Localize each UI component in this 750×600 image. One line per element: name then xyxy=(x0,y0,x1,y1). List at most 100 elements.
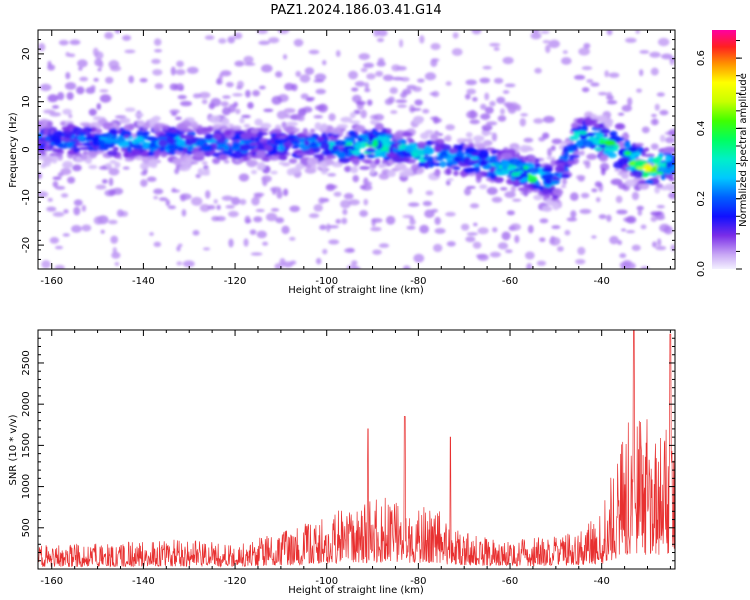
snr-x-tick-label: -100 xyxy=(315,576,338,587)
spectrogram-cell xyxy=(595,115,608,121)
spectrogram-cell xyxy=(348,199,360,206)
spectrogram-cell xyxy=(478,160,488,167)
spectrogram-cell xyxy=(623,141,631,149)
spectrogram-cell xyxy=(482,65,492,70)
spectrogram-cell xyxy=(88,108,97,116)
spectrogram-cell xyxy=(413,116,424,125)
spectrogram-cell xyxy=(270,170,278,175)
chart-title: PAZ1.2024.186.03.41.G14 xyxy=(270,3,441,18)
spectrogram-cell xyxy=(99,89,109,93)
spectrogram-cell xyxy=(493,47,500,51)
spectrogram-cell xyxy=(395,99,408,103)
spectrogram-cell xyxy=(392,76,404,81)
spectrogram-cell xyxy=(335,50,341,57)
spectrogram-cell xyxy=(591,188,598,193)
spectrogram-cell xyxy=(349,120,361,124)
spectrogram-cell xyxy=(123,124,135,131)
spectrogram-cell xyxy=(218,38,227,44)
spectrogram-cell xyxy=(423,162,430,169)
spectrogram-cell xyxy=(234,60,245,67)
spectrogram-cell xyxy=(406,225,416,230)
spectrogram-cell xyxy=(39,83,52,92)
spectrogram-cell xyxy=(326,223,331,233)
spectrogram-cell xyxy=(568,154,581,158)
spectrogram-cell xyxy=(176,261,183,266)
spectrogram-cell xyxy=(455,150,465,157)
spectrogram-cell xyxy=(399,39,404,48)
spectrogram-cell xyxy=(637,209,643,216)
spectrogram-cell xyxy=(520,173,528,178)
spectrogram-cell xyxy=(79,122,91,127)
spectrogram-cell xyxy=(600,167,606,176)
spectrogram-cell xyxy=(124,49,136,54)
snr-x-tick-label: -80 xyxy=(410,576,426,587)
spectrogram-cell xyxy=(410,107,422,111)
spectrogram-cell xyxy=(533,194,543,201)
spectrogram-cell xyxy=(154,49,163,53)
spectrogram-cell xyxy=(372,249,382,255)
spectrogram-cell xyxy=(44,136,51,142)
spectrogram-cell xyxy=(43,160,51,167)
spectrogram-cell xyxy=(511,171,521,177)
spectrogram-cell xyxy=(93,216,104,225)
spectrogram-cell xyxy=(367,99,373,106)
spectrogram-cell xyxy=(253,192,265,197)
spectrogram-cell xyxy=(180,100,192,107)
spectrogram-cell xyxy=(416,78,425,83)
spectrogram-cell xyxy=(617,112,625,116)
spectrogram-cell xyxy=(422,200,432,207)
spectrogram-cell xyxy=(285,126,294,134)
spectrogram-cell xyxy=(63,209,69,214)
spectrogram-cell xyxy=(288,158,298,164)
spectrogram-cell xyxy=(654,103,660,111)
spectrogram-cell xyxy=(382,74,394,82)
spectrogram-cell xyxy=(327,225,339,229)
spectrogram-cell xyxy=(563,151,569,160)
spectrogram-cell xyxy=(509,166,516,171)
spectrogram-cell xyxy=(452,166,461,170)
spectrogram-cell xyxy=(373,30,380,37)
spectrogram-cell xyxy=(665,136,675,144)
spectrogram-cell xyxy=(575,174,586,180)
spectrogram-cell xyxy=(293,38,304,47)
spectrogram-cell xyxy=(417,141,426,150)
spectrogram-cell xyxy=(263,108,274,113)
spectrogram-cell xyxy=(301,157,309,166)
spectrogram-cell xyxy=(224,129,232,137)
spectrogram-cell xyxy=(228,123,234,128)
spectrogram-y-tick-label: 20 xyxy=(21,48,32,61)
spectrogram-cell xyxy=(651,113,657,118)
spectrogram-cell xyxy=(413,253,425,263)
spectrogram-cell xyxy=(579,208,592,214)
spectrogram-cell xyxy=(54,245,64,250)
spectrogram-cell xyxy=(366,73,376,80)
spectrogram-cell xyxy=(597,91,608,96)
spectrogram-cell xyxy=(378,243,390,248)
spectrogram-cell xyxy=(286,168,295,176)
spectrogram-cell xyxy=(153,188,164,195)
spectrogram-cell xyxy=(153,196,159,200)
spectrogram-cell xyxy=(599,139,605,145)
spectrogram-cell xyxy=(615,195,623,204)
spectrogram-cell xyxy=(510,185,517,193)
spectrogram-x-tick-label: -160 xyxy=(40,276,63,287)
spectrogram-cell xyxy=(433,171,439,176)
spectrogram-x-ticks: -160 -140 -120 -100 -80 -60 -40 xyxy=(40,30,671,287)
snr-y-ticks: 500 1000 1500 2000 2500 xyxy=(21,329,675,562)
spectrogram-cell xyxy=(175,69,186,76)
spectrogram-cell xyxy=(595,197,601,203)
spectrogram-cell xyxy=(609,235,619,245)
spectrogram-cell xyxy=(242,156,249,162)
spectrogram-cell xyxy=(504,191,516,198)
spectrogram-cell xyxy=(431,162,441,166)
spectrogram-cell xyxy=(231,196,241,206)
spectrogram-cell xyxy=(453,144,459,150)
spectrogram-cell xyxy=(64,82,77,90)
spectrogram-cell xyxy=(190,196,203,206)
spectrogram-cell xyxy=(249,229,257,235)
spectrogram-cell xyxy=(404,145,414,153)
spectrogram-cell xyxy=(621,228,627,232)
spectrogram-cell xyxy=(479,148,489,157)
spectrogram-cell xyxy=(140,179,148,187)
spectrogram-cell xyxy=(567,160,576,165)
